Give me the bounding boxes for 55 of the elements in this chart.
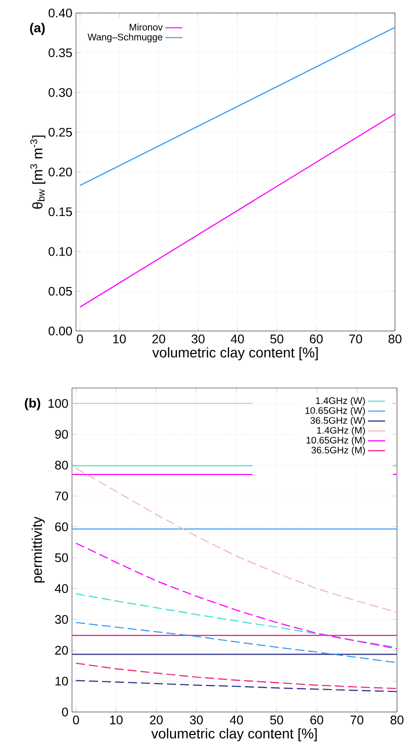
y-tick-label: 100 [48, 399, 68, 408]
x-tick-label: 70 [350, 716, 364, 724]
x-tick-label: 80 [390, 716, 404, 724]
y-tick-label: 40 [54, 584, 68, 593]
y-tick-label: 0.00 [48, 326, 72, 336]
x-tick-label: 50 [270, 716, 284, 724]
x-tick-label: 20 [150, 716, 163, 724]
x-axis-title: volumetric clay content [%] [151, 728, 317, 742]
text: (a) [30, 22, 45, 35]
y-tick-label: 80 [55, 460, 68, 470]
text: (b) [24, 398, 40, 410]
x-tick-label: 60 [310, 334, 323, 344]
x-tick-label: 10 [110, 716, 123, 724]
legend-label: 36.5GHz (W) [310, 416, 365, 426]
y-axis-title: θ$_{bw}$ [m$^{3}$ m$^{-3}$] [30, 136, 46, 209]
legend-label: 10.65GHz (M) [306, 436, 365, 446]
x-tick-label: 40 [230, 716, 243, 724]
x-tick-label: 50 [270, 334, 284, 344]
x-tick-label: 10 [113, 334, 126, 344]
x-axis-title: volumetric clay content [%] [152, 347, 318, 360]
x-tick-label: 0 [76, 334, 83, 344]
line-series [75, 662, 397, 690]
legend-label: 1.4GHz (M) [317, 426, 365, 436]
y-tick-label: 0 [62, 708, 68, 716]
x-tick-label: 30 [192, 334, 205, 344]
y-tick-label: 20 [55, 646, 68, 655]
y-tick-label: 0.05 [48, 286, 72, 296]
y-tick-label: 0.30 [48, 88, 72, 97]
line-series [75, 542, 397, 650]
line-series [75, 468, 397, 613]
legend-label: 36.5GHz (M) [311, 446, 365, 456]
x-tick-label: 60 [310, 716, 324, 724]
y-tick-label: 90 [55, 430, 68, 439]
y-tick-label: 0.20 [48, 168, 72, 176]
y-tick-label: 0.25 [48, 128, 72, 137]
y-tick-label: 0.35 [48, 48, 72, 58]
x-tick-label: 40 [230, 334, 244, 344]
x-tick-label: 0 [73, 716, 79, 724]
y-tick-label: 60 [55, 522, 68, 532]
y-tick-label: 0.10 [48, 247, 72, 256]
x-tick-label: 20 [152, 334, 166, 344]
y-tick-label: 50 [55, 553, 68, 562]
y-axis-title: permittivity [32, 516, 45, 583]
legend-label: 10.65GHz (W) [306, 406, 365, 416]
y-tick-label: 70 [55, 492, 68, 500]
y-tick-label: 0.40 [48, 8, 72, 18]
legend-label: Mironov [130, 24, 163, 31]
x-tick-label: 70 [349, 334, 362, 344]
y-tick-label: 0.15 [48, 207, 72, 216]
legend-label: 1.4GHz (W) [316, 397, 365, 406]
y-tick-label: 30 [55, 615, 68, 624]
y-tick-label: 10 [56, 676, 68, 686]
legend-label: Wang–Schmugge [88, 33, 162, 42]
x-tick-label: 30 [190, 716, 203, 724]
x-tick-label: 80 [388, 334, 402, 344]
